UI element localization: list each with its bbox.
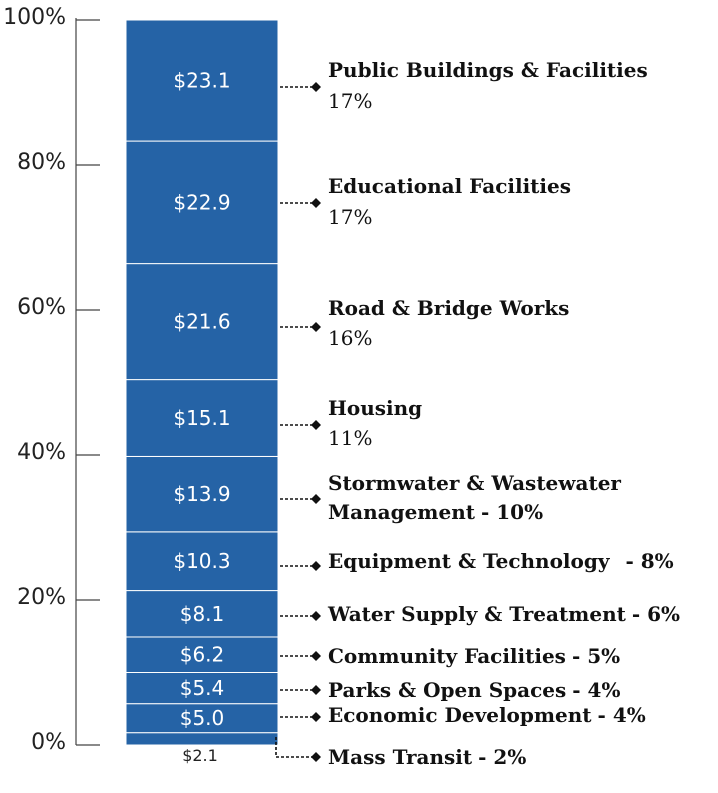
category-name: Road & Bridge Works (328, 296, 569, 320)
category-percent: 17% (328, 205, 372, 229)
segment-value-label: $13.9 (173, 482, 230, 506)
leader-diamond (311, 198, 321, 208)
category-percent: 2% (493, 745, 526, 769)
bar-segment (125, 263, 279, 381)
leader-diamond (311, 322, 321, 332)
category-percent: 4% (588, 678, 621, 702)
category-label: Community Facilities - 5% (328, 644, 620, 668)
bar-segments: $2.1 $5.0 $5.4 $6.2 $8.1 $10.3 $13.9 $15.1 $21.6… (125, 19, 279, 765)
category-name: Equipment & Technology (328, 549, 611, 573)
category-label: Economic Development - 4% (328, 703, 646, 727)
segment-value-label: $15.1 (173, 406, 230, 430)
category-name: Community Facilities (328, 644, 566, 668)
category-label-line2: Management - 10% (328, 500, 543, 524)
leader-diamond (311, 82, 321, 92)
leader-diamond (311, 494, 321, 504)
leader-diamond (311, 651, 321, 661)
segment-value-label: $10.3 (173, 549, 230, 573)
segment-value-label: $21.6 (173, 310, 230, 334)
category-label: Equipment & Technology - 8% (328, 549, 674, 573)
bar-segment (125, 379, 279, 457)
y-tick-label: 20% (17, 585, 66, 610)
y-tick-label: 100% (3, 5, 66, 30)
category-percent: 11% (328, 426, 372, 450)
category-name: Water Supply & Treatment (327, 602, 627, 626)
category-percent: 4% (613, 703, 646, 727)
segment-value-label: $5.0 (180, 706, 225, 730)
category-name: Housing (328, 396, 422, 420)
bar-segment (125, 703, 279, 734)
y-tick-label: 0% (31, 730, 66, 755)
y-axis: 0% 20% 40% 60% 80% 100% (3, 5, 100, 755)
bar-segment (125, 455, 279, 533)
leader-line (275, 737, 316, 758)
category-name: Educational Facilities (328, 174, 571, 198)
leader-diamond (311, 420, 321, 430)
category-label: Mass Transit - 2% (328, 745, 526, 769)
category-name: Stormwater & Wastewater (328, 471, 621, 495)
y-tick-label: 80% (17, 150, 66, 175)
leader-diamond (311, 712, 321, 722)
bar-segment (125, 19, 279, 142)
category-label: Parks & Open Spaces - 4% (328, 678, 620, 702)
leader-diamond (311, 561, 321, 571)
category-percent: 5% (587, 644, 620, 668)
category-name: Mass Transit (328, 745, 473, 769)
bar-segment (125, 531, 279, 592)
category-labels: Mass Transit - 2% Economic Development - 4%… (275, 58, 680, 769)
segment-value-label: $22.9 (173, 190, 230, 214)
segment-value-label: $23.1 (173, 69, 230, 93)
bar-segment (125, 636, 279, 673)
category-name: Parks & Open Spaces (328, 678, 566, 702)
bar-segment (125, 140, 279, 265)
segment-value-label: $8.1 (180, 602, 225, 626)
category-percent: 6% (647, 602, 680, 626)
category-name: Public Buildings & Facilities (328, 58, 648, 82)
category-percent: 10% (496, 500, 543, 524)
category-percent: 17% (328, 89, 372, 113)
segment-value-label: $2.1 (182, 746, 218, 765)
leader-diamond (311, 752, 321, 762)
bar-segment (125, 672, 279, 705)
leader-diamond (311, 611, 321, 621)
leader-diamond (311, 685, 321, 695)
y-tick-label: 60% (17, 295, 66, 320)
category-percent: 16% (328, 326, 372, 350)
category-name: Economic Development (328, 703, 592, 727)
category-label: Water Supply & Treatment - 6% (327, 602, 680, 626)
segment-value-label: $5.4 (180, 676, 225, 700)
y-tick-label: 40% (17, 440, 66, 465)
bar-segment (125, 732, 279, 746)
category-percent: 8% (641, 549, 674, 573)
bar-segment (125, 590, 279, 638)
segment-value-label: $6.2 (180, 643, 225, 667)
